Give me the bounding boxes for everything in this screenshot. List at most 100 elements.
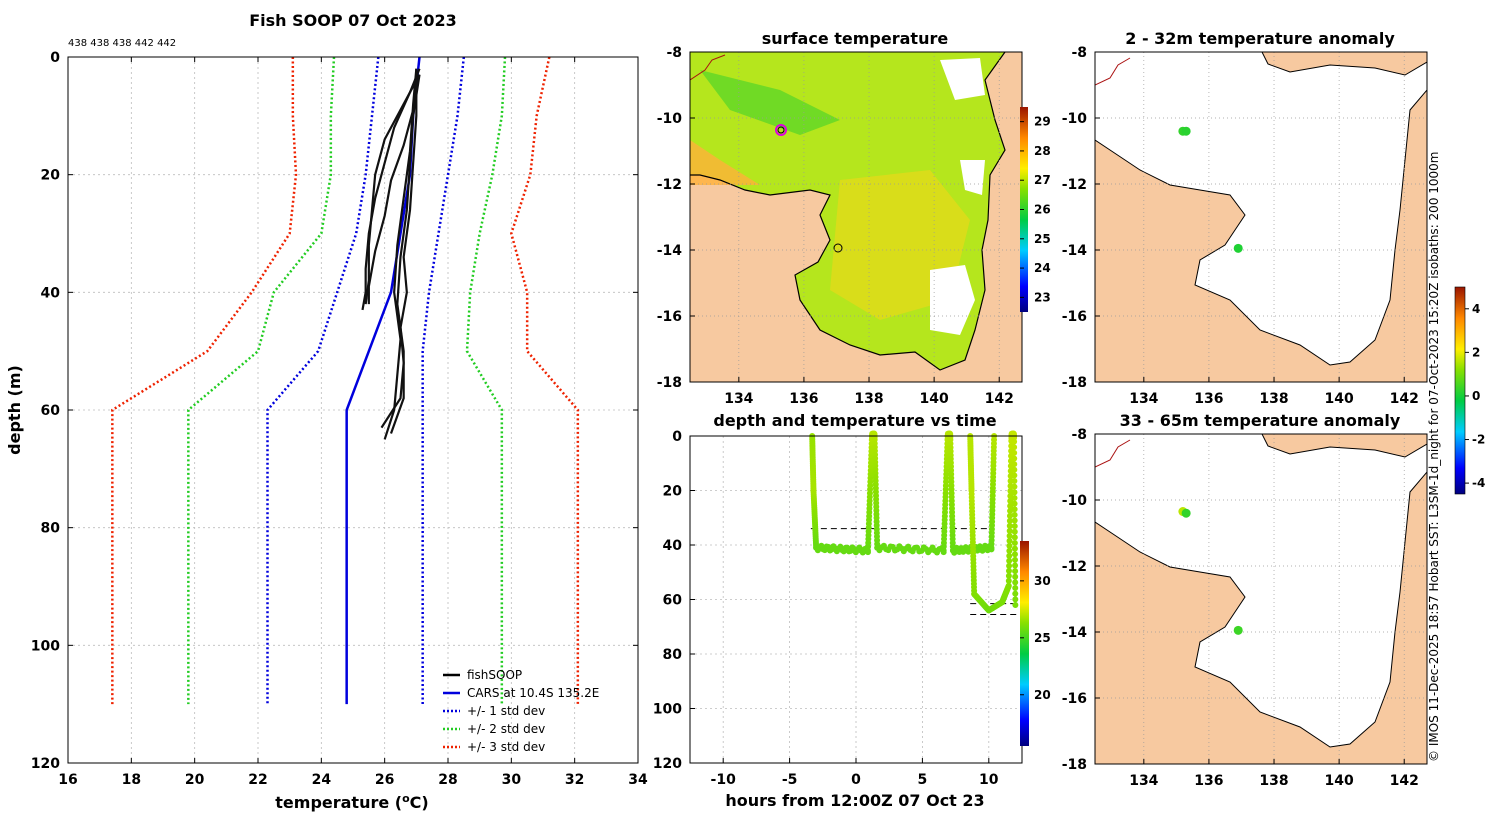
anom1-axes-box — [1094, 51, 1428, 383]
sst-cloud-gap-2 — [940, 58, 985, 100]
time-point — [1012, 596, 1019, 603]
time-cb-tick: 30 — [1034, 574, 1051, 588]
time-point — [1012, 562, 1019, 569]
profile-chart: 16 18 20 22 24 26 28 30 32 34 0 20 40 60 80 100 120 tem… — [5, 50, 648, 812]
time-point — [1011, 483, 1018, 490]
fishsoop-casts — [361, 68, 421, 440]
anom1-land-north — [1261, 52, 1427, 76]
profile-x-tick: 28 — [438, 772, 457, 788]
fishsoop-cast — [364, 74, 421, 305]
time-point — [1007, 497, 1014, 504]
anom2-ticks: 134 136 138 140 142 -8 -10 -12 -14 -16 -18 — [1062, 427, 1419, 789]
profile-y-tick: 0 — [50, 50, 60, 66]
sst-warm-left — [690, 140, 760, 185]
time-colorbar — [1020, 541, 1029, 746]
time-point — [1012, 601, 1019, 608]
time-point — [1011, 494, 1018, 501]
profile-x-tick: 20 — [185, 772, 205, 788]
time-point — [1006, 557, 1013, 564]
map-y-tick: -14 — [1062, 625, 1088, 641]
profile-x-tick: 26 — [375, 772, 394, 788]
map-x-tick: 138 — [854, 391, 883, 407]
map-y-tick: -8 — [1071, 45, 1087, 61]
legend-std3: +/- 3 std dev — [467, 740, 545, 754]
series--2-std-dev — [187, 56, 336, 705]
time-point — [1012, 585, 1019, 592]
time-point — [1011, 444, 1018, 451]
sst-cb-tick: 26 — [1034, 203, 1051, 217]
anom1-title: 2 - 32m temperature anomaly — [1125, 29, 1395, 48]
time-point — [1011, 478, 1018, 485]
sst-cool-streak — [700, 70, 840, 135]
map-y-tick: -18 — [657, 375, 682, 391]
map-y-tick: -14 — [657, 243, 683, 259]
time-point — [1007, 502, 1014, 509]
depth-time-chart: depth and temperature vs time -10 -5 0 5 10 … — [653, 411, 1051, 810]
time-x-ticks: -10 -5 0 5 10 — [711, 758, 999, 788]
sst-station-marker — [833, 243, 843, 253]
legend-std1: +/- 1 std dev — [467, 704, 545, 718]
profile-y-tick: 80 — [41, 521, 61, 537]
map-x-tick: 134 — [1129, 391, 1158, 407]
map-y-tick: -14 — [1062, 243, 1088, 259]
profile-y-ticks: 0 20 40 60 80 100 120 — [31, 50, 638, 772]
anomaly-cb-tick: -2 — [1472, 433, 1485, 447]
time-point — [1006, 527, 1013, 534]
sst-isobath — [690, 54, 726, 81]
time-point — [1005, 577, 1012, 584]
series--3-std-dev — [510, 56, 580, 705]
time-point — [1005, 572, 1012, 579]
map-x-tick: 138 — [1259, 773, 1288, 789]
anomaly-colorbar — [1454, 286, 1466, 495]
anom2-title: 33 - 65m temperature anomaly — [1120, 411, 1401, 430]
time-point — [1006, 537, 1013, 544]
time-point — [1011, 540, 1018, 547]
anomaly-point — [1181, 126, 1191, 136]
anom2-land-south — [1095, 471, 1427, 764]
time-point — [1012, 579, 1019, 586]
time-point — [1011, 472, 1018, 479]
time-x-tick: -5 — [782, 772, 798, 788]
anomaly-colorbar-ticks: 4 2 0 -2 -4 — [1465, 302, 1485, 490]
anomaly-cb-tick: 4 — [1472, 302, 1480, 316]
map-x-tick: 134 — [724, 391, 753, 407]
figure-title: Fish SOOP 07 Oct 2023 — [249, 11, 457, 30]
profile-x-label: temperature (oC) — [275, 792, 428, 812]
time-cb-tick: 25 — [1034, 631, 1051, 645]
profile-grid — [68, 57, 638, 763]
profile-legend: fishSOOP CARS at 10.4S 135.2E +/- 1 std … — [443, 668, 599, 754]
sst-float-marker — [775, 124, 787, 136]
series--1-std-dev — [421, 56, 466, 705]
profile-x-tick: 34 — [628, 772, 648, 788]
anomaly-cb-tick: 0 — [1472, 389, 1480, 403]
anomaly-map-2-32: 2 - 32m temperature anomaly 134 136 138 140… — [1062, 29, 1428, 407]
map-x-tick: 140 — [1325, 773, 1354, 789]
profile-x-ticks: 16 18 20 22 24 26 28 30 32 34 — [58, 57, 648, 788]
profile-y-tick: 40 — [41, 285, 61, 301]
time-point — [1012, 590, 1019, 597]
time-point — [1011, 511, 1018, 518]
profile-x-tick: 18 — [122, 772, 141, 788]
map-x-tick: 140 — [1325, 391, 1354, 407]
time-point — [1006, 532, 1013, 539]
anom1-points — [1178, 126, 1243, 253]
depth-time-title: depth and temperature vs time — [713, 411, 996, 430]
time-point — [1011, 500, 1018, 507]
time-point — [1012, 568, 1019, 575]
time-point — [1005, 567, 1012, 574]
anomaly-point — [1233, 243, 1243, 253]
sst-colorbar-ticks: 23 24 25 26 27 28 29 — [1020, 115, 1051, 304]
counts-label: 438 438 438 442 442 — [68, 38, 176, 49]
time-y-tick: 100 — [653, 702, 682, 718]
profile-y-tick: 20 — [41, 168, 61, 184]
sst-cb-tick: 24 — [1034, 261, 1051, 275]
map-y-tick: -12 — [657, 177, 682, 193]
profile-series — [111, 56, 580, 705]
time-y-tick: 20 — [663, 484, 683, 500]
legend-fishsoop: fishSOOP — [467, 668, 522, 682]
time-colorbar-ticks: 20 25 30 — [1020, 574, 1051, 702]
map-y-tick: -18 — [1062, 375, 1087, 391]
map-x-tick: 134 — [1129, 773, 1158, 789]
anom1-land-south — [1095, 89, 1427, 382]
sst-ticks: 134 136 138 140 142 -8 -10 -12 -14 -16 -18 — [657, 45, 1014, 407]
